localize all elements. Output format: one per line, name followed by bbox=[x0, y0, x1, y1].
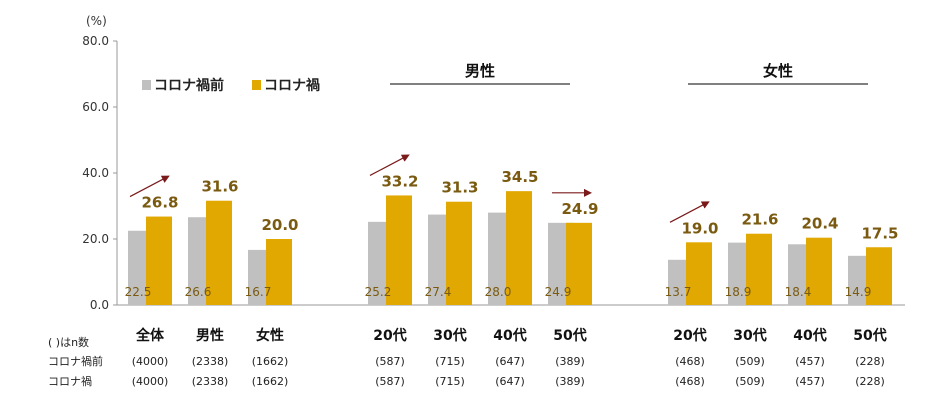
trend-arrow bbox=[669, 201, 710, 223]
n-count-after: (389) bbox=[555, 375, 585, 388]
category-label: 50代 bbox=[553, 327, 586, 344]
bar-after bbox=[506, 191, 532, 305]
n-count-after: (468) bbox=[675, 375, 705, 388]
bar-after bbox=[746, 233, 772, 305]
n-count-after: (4000) bbox=[132, 375, 169, 388]
y-tick-label: 20.0 bbox=[82, 232, 109, 246]
n-count-after: (715) bbox=[435, 375, 465, 388]
n-count-before: (228) bbox=[855, 355, 885, 368]
category-label: 女性 bbox=[256, 327, 284, 344]
value-label-before: 28.0 bbox=[485, 285, 512, 299]
n-count-before: (647) bbox=[495, 355, 525, 368]
category-label: 40代 bbox=[793, 327, 826, 344]
row-label-after: コロナ禍 bbox=[48, 374, 92, 388]
value-label-before: 18.4 bbox=[785, 285, 812, 299]
bar-after bbox=[686, 242, 712, 305]
y-unit-label: (%) bbox=[86, 14, 107, 28]
y-tick-label: 0.0 bbox=[90, 298, 109, 312]
n-count-after: (1662) bbox=[252, 375, 289, 388]
value-label-after: 31.3 bbox=[441, 179, 478, 197]
value-label-after: 33.2 bbox=[381, 172, 418, 190]
value-label-before: 14.9 bbox=[845, 285, 872, 299]
bar-after bbox=[266, 239, 292, 305]
value-label-after: 31.6 bbox=[201, 178, 238, 196]
group-label-female: 女性 bbox=[763, 62, 793, 80]
value-label-before: 22.5 bbox=[125, 285, 152, 299]
category-label: 男性 bbox=[196, 327, 224, 344]
bar-after bbox=[146, 216, 172, 305]
y-tick-label: 60.0 bbox=[82, 100, 109, 114]
y-tick-label: 40.0 bbox=[82, 166, 109, 180]
n-count-before: (509) bbox=[735, 355, 765, 368]
value-label-before: 25.2 bbox=[365, 285, 392, 299]
n-count-before: (4000) bbox=[132, 355, 169, 368]
category-label: 全体 bbox=[135, 327, 165, 344]
n-count-before: (457) bbox=[795, 355, 825, 368]
bar-after bbox=[206, 200, 232, 305]
value-label-after: 26.8 bbox=[141, 194, 178, 212]
n-count-after: (647) bbox=[495, 375, 525, 388]
bar-after bbox=[806, 237, 832, 305]
n-count-before: (2338) bbox=[192, 355, 229, 368]
value-label-after: 21.6 bbox=[741, 211, 778, 229]
category-label: 20代 bbox=[373, 327, 406, 344]
value-label-before: 24.9 bbox=[545, 285, 572, 299]
n-count-after: (587) bbox=[375, 375, 405, 388]
bar-after bbox=[386, 195, 412, 305]
value-label-before: 16.7 bbox=[245, 285, 272, 299]
n-count-header: ( )はn数 bbox=[48, 336, 89, 349]
n-count-after: (457) bbox=[795, 375, 825, 388]
row-label-before: コロナ禍前 bbox=[48, 354, 103, 368]
legend-label-after: コロナ禍 bbox=[264, 77, 320, 94]
n-count-before: (587) bbox=[375, 355, 405, 368]
y-tick-label: 80.0 bbox=[82, 34, 109, 48]
category-label: 30代 bbox=[733, 327, 766, 344]
n-count-before: (715) bbox=[435, 355, 465, 368]
legend-label-before: コロナ禍前 bbox=[154, 77, 224, 94]
value-label-after: 24.9 bbox=[561, 200, 598, 218]
value-label-before: 13.7 bbox=[665, 285, 692, 299]
group-label-male: 男性 bbox=[465, 62, 495, 80]
value-label-before: 18.9 bbox=[725, 285, 752, 299]
n-count-before: (468) bbox=[675, 355, 705, 368]
value-label-before: 27.4 bbox=[425, 285, 452, 299]
value-label-after: 20.4 bbox=[801, 215, 838, 233]
category-label: 40代 bbox=[493, 327, 526, 344]
bar-after bbox=[446, 201, 472, 305]
n-count-before: (1662) bbox=[252, 355, 289, 368]
legend-swatch-after bbox=[252, 80, 261, 90]
value-label-before: 26.6 bbox=[185, 285, 212, 299]
category-label: 20代 bbox=[673, 327, 706, 344]
n-count-after: (2338) bbox=[192, 375, 229, 388]
value-label-after: 20.0 bbox=[261, 216, 298, 234]
value-label-after: 34.5 bbox=[501, 168, 538, 186]
value-label-after: 17.5 bbox=[861, 224, 898, 242]
trend-arrow bbox=[369, 154, 410, 176]
legend-swatch-before bbox=[142, 80, 151, 90]
trend-arrow bbox=[129, 175, 170, 198]
n-count-before: (389) bbox=[555, 355, 585, 368]
bar-after bbox=[566, 222, 592, 305]
n-count-after: (509) bbox=[735, 375, 765, 388]
category-label: 50代 bbox=[853, 327, 886, 344]
value-label-after: 19.0 bbox=[681, 219, 718, 237]
bar-after bbox=[866, 247, 892, 305]
n-count-after: (228) bbox=[855, 375, 885, 388]
category-label: 30代 bbox=[433, 327, 466, 344]
